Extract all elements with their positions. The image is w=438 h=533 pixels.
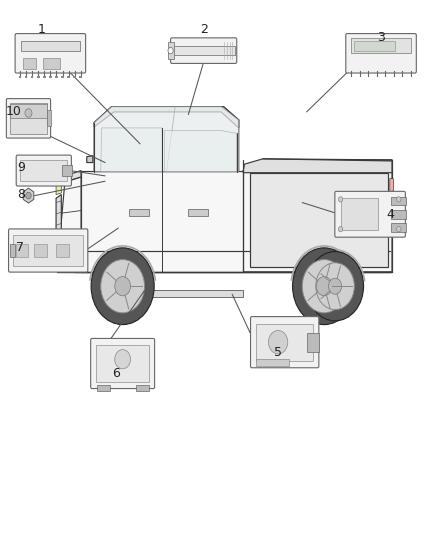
Polygon shape bbox=[390, 179, 393, 192]
Text: 3: 3 bbox=[377, 31, 385, 44]
Polygon shape bbox=[94, 290, 243, 297]
Circle shape bbox=[316, 277, 332, 296]
Circle shape bbox=[26, 192, 31, 199]
Polygon shape bbox=[101, 128, 162, 172]
Text: 4: 4 bbox=[386, 208, 394, 221]
Polygon shape bbox=[250, 173, 388, 266]
Bar bbox=[55, 76, 58, 78]
Polygon shape bbox=[94, 107, 239, 172]
Bar bbox=[16, 244, 28, 257]
Bar bbox=[136, 385, 149, 391]
FancyBboxPatch shape bbox=[15, 34, 86, 73]
Circle shape bbox=[307, 252, 364, 321]
Bar bbox=[18, 76, 21, 78]
Bar bbox=[20, 160, 67, 181]
Circle shape bbox=[115, 277, 131, 296]
Bar bbox=[37, 76, 39, 78]
Text: 8: 8 bbox=[17, 188, 25, 201]
Bar bbox=[351, 38, 411, 53]
Bar bbox=[43, 76, 46, 78]
Bar bbox=[10, 103, 47, 134]
Circle shape bbox=[91, 248, 154, 325]
Text: 5: 5 bbox=[274, 346, 282, 359]
Text: 2: 2 bbox=[200, 23, 208, 36]
FancyBboxPatch shape bbox=[6, 99, 51, 138]
Bar bbox=[31, 76, 33, 78]
Bar bbox=[56, 244, 68, 257]
Text: 6: 6 bbox=[112, 367, 120, 379]
Bar bbox=[307, 333, 319, 352]
Circle shape bbox=[101, 260, 145, 313]
Text: 9: 9 bbox=[17, 161, 25, 174]
FancyBboxPatch shape bbox=[170, 38, 237, 63]
Bar bbox=[14, 235, 83, 266]
Polygon shape bbox=[74, 251, 390, 272]
Bar bbox=[62, 165, 72, 176]
Bar bbox=[10, 104, 47, 118]
Bar bbox=[61, 76, 64, 78]
Bar bbox=[35, 244, 47, 257]
Bar bbox=[96, 345, 149, 382]
Text: 10: 10 bbox=[5, 106, 21, 118]
Bar bbox=[49, 76, 52, 78]
Bar bbox=[172, 46, 236, 55]
Bar bbox=[256, 324, 313, 361]
Bar bbox=[10, 244, 15, 257]
Bar bbox=[42, 58, 60, 69]
Bar bbox=[129, 209, 149, 216]
Circle shape bbox=[25, 109, 32, 117]
Text: 1: 1 bbox=[38, 23, 46, 36]
Bar bbox=[391, 223, 406, 232]
Polygon shape bbox=[56, 195, 61, 256]
Bar bbox=[256, 359, 289, 366]
Text: 7: 7 bbox=[16, 241, 24, 254]
Bar bbox=[23, 58, 36, 69]
Bar bbox=[47, 110, 50, 126]
Bar bbox=[340, 198, 378, 230]
Polygon shape bbox=[94, 107, 239, 172]
Polygon shape bbox=[59, 177, 81, 246]
Polygon shape bbox=[247, 161, 390, 171]
FancyBboxPatch shape bbox=[335, 191, 405, 237]
Bar bbox=[354, 41, 395, 51]
Circle shape bbox=[328, 278, 342, 294]
Polygon shape bbox=[164, 131, 237, 172]
Circle shape bbox=[338, 227, 343, 232]
Circle shape bbox=[396, 227, 401, 232]
FancyBboxPatch shape bbox=[16, 155, 71, 186]
Polygon shape bbox=[94, 107, 239, 128]
Polygon shape bbox=[87, 156, 93, 163]
FancyBboxPatch shape bbox=[251, 317, 319, 368]
Bar bbox=[25, 76, 27, 78]
Bar bbox=[168, 42, 173, 59]
Bar bbox=[188, 209, 208, 216]
Circle shape bbox=[293, 248, 356, 325]
Polygon shape bbox=[81, 171, 243, 272]
Bar bbox=[80, 76, 82, 78]
Polygon shape bbox=[23, 188, 34, 203]
Circle shape bbox=[338, 197, 343, 202]
FancyBboxPatch shape bbox=[346, 34, 416, 73]
FancyBboxPatch shape bbox=[9, 229, 88, 272]
Bar bbox=[391, 210, 406, 219]
Bar bbox=[97, 385, 110, 391]
Circle shape bbox=[168, 47, 173, 54]
Bar bbox=[67, 76, 70, 78]
Polygon shape bbox=[243, 160, 392, 272]
Polygon shape bbox=[61, 171, 81, 183]
Polygon shape bbox=[243, 159, 392, 173]
FancyBboxPatch shape bbox=[91, 338, 155, 389]
Circle shape bbox=[316, 263, 354, 310]
Circle shape bbox=[302, 260, 346, 313]
Circle shape bbox=[396, 197, 401, 202]
Bar bbox=[74, 76, 76, 78]
Bar bbox=[391, 197, 406, 205]
Circle shape bbox=[268, 330, 288, 354]
Polygon shape bbox=[56, 182, 61, 195]
Circle shape bbox=[115, 350, 131, 369]
Bar bbox=[21, 41, 80, 51]
